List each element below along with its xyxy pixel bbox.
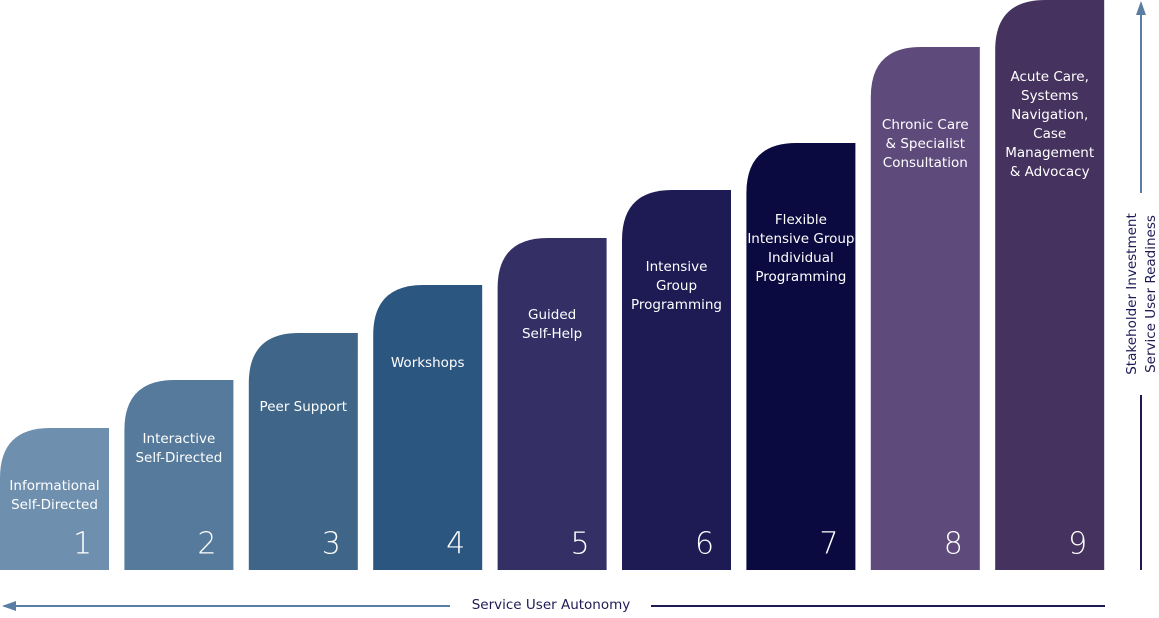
step-number: 4: [446, 527, 465, 562]
step-column: [870, 47, 980, 570]
step-label: Programming: [631, 297, 722, 313]
step-label: Individual: [768, 250, 834, 266]
step-number: 6: [695, 527, 714, 562]
step-column: [124, 380, 234, 570]
step-column: [373, 285, 483, 570]
step-label: Navigation,: [1011, 107, 1088, 123]
step-label: Intensive: [646, 259, 708, 275]
step-number: 5: [571, 527, 590, 562]
step-label: Flexible: [775, 212, 827, 228]
step-column: [995, 0, 1105, 570]
step-label: Workshops: [391, 355, 465, 371]
step-number: 1: [73, 527, 92, 562]
axis-label: Service User Autonomy: [472, 597, 631, 613]
step-label: Peer Support: [260, 399, 347, 415]
step-number: 3: [322, 527, 341, 562]
step-column: [497, 238, 607, 570]
step-label: Programming: [755, 269, 846, 285]
step-label: Intensive Group: [747, 231, 854, 247]
step-label: Self-Directed: [11, 497, 98, 513]
axis-label: Service User Readiness: [1143, 215, 1159, 373]
step-number: 7: [819, 527, 838, 562]
step-number: 9: [1068, 527, 1087, 562]
step-column: [746, 143, 856, 570]
step-column: [0, 428, 109, 570]
step-number: 8: [944, 527, 963, 562]
step-number: 2: [197, 527, 216, 562]
step-label: Case: [1033, 126, 1066, 142]
step-column: [248, 333, 358, 570]
step-label: Consultation: [883, 155, 968, 171]
step-label: Group: [656, 278, 697, 294]
step-label: Informational: [9, 478, 99, 494]
step-label: Management: [1005, 145, 1094, 161]
step-label: Chronic Care: [882, 117, 969, 133]
step-label: Systems: [1021, 88, 1078, 104]
step-label: Guided: [528, 307, 576, 323]
step-label: & Advocacy: [1010, 164, 1090, 180]
step-label: Interactive: [143, 431, 216, 447]
step-label: & Specialist: [886, 136, 966, 152]
axis-label: Stakeholder Investment: [1124, 213, 1140, 375]
step-column: [622, 190, 731, 570]
step-label: Acute Care,: [1010, 69, 1088, 85]
step-label: Self-Help: [522, 326, 582, 342]
step-label: Self-Directed: [135, 450, 222, 466]
